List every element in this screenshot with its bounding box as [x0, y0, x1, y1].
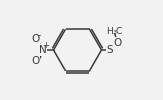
Text: H: H: [106, 27, 112, 36]
Text: S: S: [107, 45, 113, 55]
Text: O: O: [113, 38, 122, 48]
Text: -: -: [37, 31, 40, 40]
Text: +: +: [42, 41, 49, 50]
Text: 3: 3: [113, 30, 117, 35]
Text: N: N: [39, 45, 46, 55]
Text: O: O: [31, 56, 39, 66]
Text: O: O: [31, 34, 39, 44]
Text: C: C: [115, 27, 121, 36]
